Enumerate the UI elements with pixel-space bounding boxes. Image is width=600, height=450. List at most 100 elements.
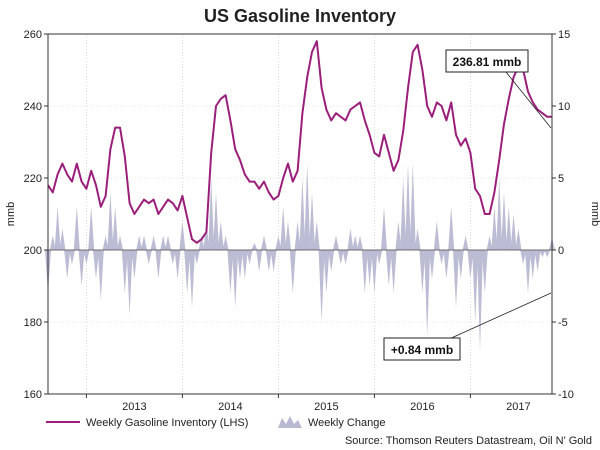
weekly-change-bar	[510, 214, 517, 250]
weekly-change-bar	[265, 250, 272, 272]
weekly-change-bar	[347, 228, 354, 250]
weekly-change-bar	[400, 178, 407, 250]
weekly-change-bar	[107, 192, 114, 250]
right-tick-label: 10	[558, 101, 570, 113]
weekly-change-bar	[251, 242, 258, 250]
x-tick-label: 2013	[122, 401, 146, 413]
weekly-change-bar	[141, 235, 147, 250]
weekly-change-bar	[544, 250, 551, 258]
weekly-change-bar	[217, 221, 224, 250]
weekly-change-bar	[97, 250, 104, 301]
weekly-change-bar	[534, 250, 541, 272]
weekly-change-bar	[179, 221, 186, 250]
weekly-change-bar	[126, 250, 133, 315]
weekly-change-bar	[299, 178, 306, 250]
weekly-change-bar	[69, 250, 75, 265]
weekly-change-bar	[213, 192, 219, 250]
weekly-change-bar	[467, 250, 474, 279]
weekly-change-bar	[232, 250, 239, 308]
chart-title: US Gasoline Inventory	[203, 6, 397, 26]
weekly-change-bar	[93, 250, 99, 279]
left-tick-label: 180	[24, 317, 42, 329]
legend-area-swatch	[278, 416, 302, 428]
weekly-change-bar	[419, 250, 426, 294]
weekly-change-bar	[318, 250, 325, 322]
weekly-change-bar	[337, 250, 344, 265]
weekly-change-bar	[323, 250, 330, 294]
weekly-change-bar	[429, 250, 435, 279]
weekly-change-bar	[313, 221, 320, 250]
x-tick-label: 2015	[314, 401, 338, 413]
weekly-change-bar	[472, 250, 479, 322]
weekly-change-bar	[357, 235, 363, 250]
source-note: Source: Thomson Reuters Datastream, Oil …	[345, 435, 592, 447]
annotation-change: +0.84 mmb	[383, 292, 552, 361]
weekly-change-bar	[462, 235, 469, 250]
weekly-change-bar	[280, 206, 287, 250]
weekly-change-bar	[136, 235, 143, 250]
weekly-change-bar	[395, 221, 402, 250]
right-axis-ticks: -10 -5 0 5 10 15	[552, 29, 574, 401]
plot-frame	[47, 33, 553, 395]
weekly-change-bar	[131, 250, 138, 279]
weekly-change-bar	[414, 228, 421, 250]
weekly-change-bar	[49, 235, 56, 250]
weekly-change-bar	[78, 250, 85, 286]
annotation-inventory-text: 236.81 mmb	[453, 55, 522, 69]
weekly-change-bar	[222, 235, 229, 250]
weekly-change-area	[45, 163, 555, 351]
weekly-change-bar	[83, 250, 90, 265]
left-tick-label: 220	[24, 173, 42, 185]
weekly-change-bar	[174, 250, 181, 279]
weekly-change-bar	[361, 250, 368, 294]
weekly-change-bar	[193, 250, 200, 265]
weekly-change-bar	[241, 250, 248, 279]
weekly-change-bar	[270, 250, 277, 272]
weekly-change-bar	[275, 235, 282, 250]
weekly-change-bar	[155, 250, 162, 279]
weekly-change-bar	[505, 206, 512, 250]
weekly-change-bar	[366, 250, 373, 286]
right-axis-label: mmb	[589, 202, 600, 226]
weekly-change-bar	[165, 235, 171, 250]
weekly-change-bar	[496, 178, 503, 250]
weekly-change-bar	[501, 192, 507, 250]
weekly-change-bar	[227, 250, 234, 294]
annotation-inventory-box	[445, 49, 529, 73]
weekly-change-bar	[59, 228, 66, 250]
weekly-change-bar	[285, 221, 291, 250]
weekly-change-bar	[381, 206, 387, 250]
weekly-change-bar	[64, 250, 71, 279]
x-tick-label: 2017	[506, 401, 530, 413]
weekly-change-bar	[529, 250, 536, 279]
left-axis-label: mmb	[5, 202, 17, 226]
weekly-change-bar	[309, 192, 315, 250]
annotation-change-text: +0.84 mmb	[391, 343, 453, 357]
left-tick-label: 200	[24, 245, 42, 257]
left-tick-label: 160	[24, 389, 42, 401]
right-tick-label: 0	[558, 245, 564, 257]
legend: Weekly Gasoline Inventory (LHS) Weekly C…	[46, 416, 385, 429]
weekly-change-bar	[539, 250, 546, 258]
weekly-change-bar	[102, 235, 109, 250]
left-tick-label: 260	[24, 29, 42, 41]
weekly-change-bar	[448, 206, 455, 250]
weekly-change-bar	[237, 250, 243, 279]
inventory-line	[47, 40, 552, 244]
weekly-change-bar	[438, 250, 445, 265]
weekly-change-bar	[145, 250, 152, 265]
weekly-change-bar	[424, 250, 431, 337]
inventory-line-path	[47, 40, 552, 244]
weekly-change-bar	[184, 250, 191, 294]
x-tick-label: 2014	[218, 401, 242, 413]
weekly-change-bar	[525, 250, 531, 294]
weekly-change-bar	[73, 206, 80, 250]
weekly-change-bar	[189, 250, 195, 308]
left-axis-ticks: 160 180 200 220 240 260	[24, 29, 48, 401]
weekly-change-bar	[112, 206, 119, 250]
weekly-change-bar	[160, 235, 167, 250]
weekly-change-bar	[54, 206, 61, 250]
weekly-change-bar	[371, 250, 378, 294]
weekly-change-bar	[88, 206, 95, 250]
